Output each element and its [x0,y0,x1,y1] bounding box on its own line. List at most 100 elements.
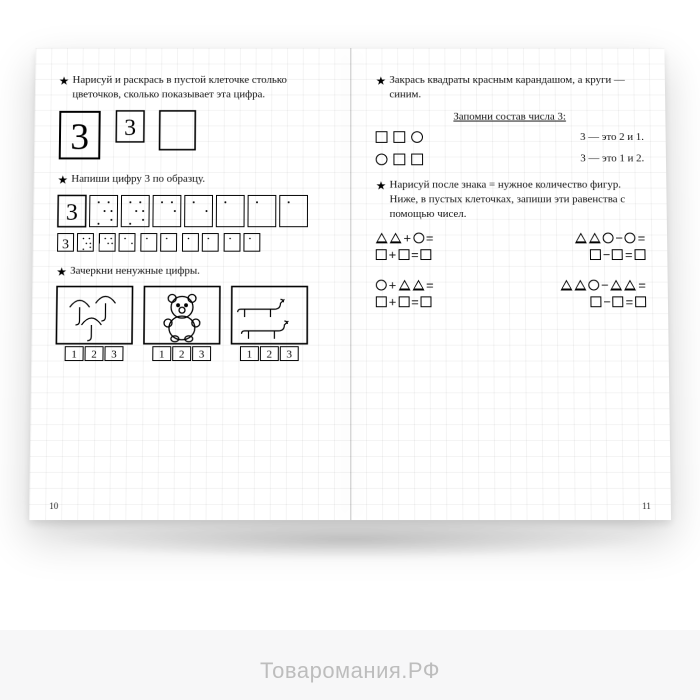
svg-text:2: 2 [267,349,273,361]
right-task-1: ★ Закрась квадраты красным карандашом, а… [376,73,645,166]
right-task-1-text: ★ Закрась квадраты красным карандашом, а… [376,73,644,102]
svg-text:3: 3 [286,349,292,361]
triangle-icon [560,279,572,290]
page-right: ★ Закрась квадраты красным карандашом, а… [350,48,671,520]
plus-sign: + [389,278,397,291]
card-bear: 1 2 3 [143,286,221,363]
eq-row-1: + = − = [376,231,646,244]
svg-text:3: 3 [66,200,78,226]
memo-row-1-caption: 3 — это 2 и 1. [580,130,644,144]
blank-box [376,296,387,307]
equals-sign: = [638,278,646,291]
svg-text:2: 2 [179,349,185,361]
left-task-1: ★ Нарисуй и раскрась в пустой клеточке с… [58,73,329,160]
eq-2-left: + = [376,248,432,261]
equals-sign: = [625,248,633,261]
memo-row-2-caption: 3 — это 1 и 2. [580,152,644,166]
equals-sign: = [426,278,434,291]
equals-sign: = [411,295,419,308]
bullet-star: ★ [376,73,387,89]
blank-box [635,249,646,260]
card-dachshunds: 1 2 3 [230,286,308,363]
watermark-text: Товаромания.РФ [0,658,700,684]
left-task-1-text: ★ Нарисуй и раскрась в пустой клеточке с… [58,73,328,102]
svg-text:1: 1 [247,349,253,361]
square-icon [411,153,423,165]
eq-4-left: + = [376,295,432,308]
circle-icon [588,279,599,290]
left-task-1-figures: 3 3 [58,110,329,160]
minus-sign: − [615,231,623,244]
square-icon [393,131,405,143]
equations-block: + = − = [376,231,646,308]
right-task-2-text: ★ Нарисуй после знака = нужное количеств… [376,178,645,221]
plus-sign: + [389,248,397,261]
photo-background: ★ Нарисуй и раскрась в пустой клеточке с… [0,0,700,630]
equals-sign: = [411,248,419,261]
circle-icon [602,232,613,243]
memo-row-2-shapes [376,153,423,165]
minus-sign: − [601,278,609,291]
triangle-icon [398,279,410,290]
task-text-span: Зачеркни ненужные цифры. [70,264,200,276]
svg-text:3: 3 [199,349,205,361]
equals-sign: = [426,231,434,244]
blank-box [421,249,432,260]
left-task-3-cards: 1 2 3 [55,286,328,363]
svg-text:1: 1 [71,349,77,361]
square-icon [376,131,388,143]
equals-sign: = [638,231,646,244]
bullet-star: ★ [376,178,387,194]
circle-icon [376,153,388,165]
plus-sign: + [389,295,397,308]
right-task-2: ★ Нарисуй после знака = нужное количеств… [376,178,646,308]
blank-box [612,249,623,260]
square-icon [393,153,405,165]
plus-sign: + [403,231,411,244]
small-digit-box: 3 [115,110,145,143]
blank-box [590,249,601,260]
minus-sign: − [603,295,611,308]
book-drop-shadow [55,520,645,560]
triangle-icon [390,232,402,243]
memo-title: Запомни состав числа 3: [376,110,644,124]
triangle-icon [624,279,636,290]
eq-row-2: + = − = [376,248,646,261]
eq-4-right: − = [590,295,646,308]
blank-box [398,249,409,260]
task-text-span: Закрась квадраты красным карандашом, а к… [389,74,625,100]
eq-3-left: + = [376,278,434,291]
minus-sign: − [603,248,611,261]
memo-row-1-shapes [376,131,423,143]
svg-text:3: 3 [124,115,136,140]
bullet-star: ★ [59,73,70,89]
eq-1-left: + = [376,231,434,244]
blank-box [376,249,387,260]
eq-row-3: + = − = [376,278,646,291]
svg-text:3: 3 [70,116,89,157]
circle-icon [376,279,387,290]
triangle-icon [610,279,622,290]
left-task-3-text: ★ Зачеркни ненужные цифры. [56,263,328,278]
practice-row-large: 3 [57,194,315,227]
eq-2-right: − = [590,248,646,261]
left-task-2-text: ★ Напиши цифру 3 по образцу. [57,172,328,186]
card-umbrellas: 1 2 3 [55,286,133,363]
blank-box [635,296,646,307]
triangle-icon [589,232,601,243]
page-number-left: 10 [49,500,58,512]
blank-box [421,296,432,307]
eq-3-right: − = [560,278,646,291]
task-text-span: Нарисуй и раскрась в пустой клеточке сто… [72,74,287,100]
practice-row-small: 3 [57,232,315,252]
eq-row-4: + = − = [376,295,646,308]
svg-text:1: 1 [159,349,165,361]
triangle-icon [412,279,424,290]
book-spine [350,48,352,520]
blank-box [398,296,409,307]
eq-1-right: − = [575,231,646,244]
page-number-right: 11 [642,500,651,512]
memo-row-2: 3 — это 1 и 2. [376,152,645,166]
task-text-span: Напиши цифру 3 по образцу. [71,173,205,185]
task-text-span: Нарисуй после знака = нужное количество … [390,179,626,220]
